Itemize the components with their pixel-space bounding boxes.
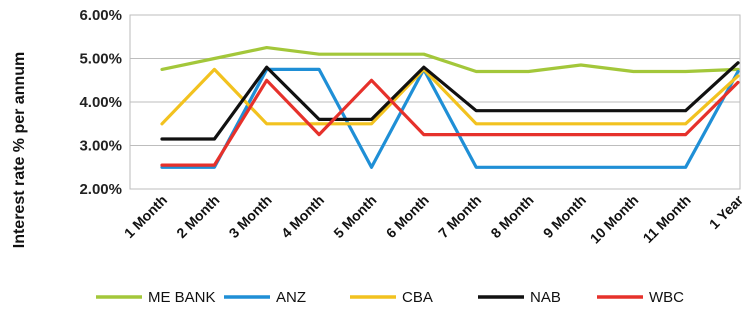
- legend-label: CBA: [402, 289, 433, 306]
- series-line-nab: [160, 61, 740, 141]
- series-line-me-bank: [160, 45, 740, 74]
- legend-label: NAB: [530, 289, 561, 306]
- x-tick-label: 11 Month: [640, 192, 694, 246]
- y-tick-label: 6.00%: [79, 7, 122, 24]
- x-tick-label: 2 Month: [173, 192, 222, 241]
- gridlines: [130, 14, 740, 190]
- legend-label: WBC: [649, 289, 684, 306]
- legend-label: ME BANK: [148, 289, 216, 306]
- x-tick-label: 7 Month: [435, 192, 484, 241]
- legend-label: ANZ: [276, 289, 306, 306]
- series-line-anz: [160, 67, 740, 169]
- series-lines: [160, 45, 740, 169]
- series-line-wbc: [160, 78, 740, 167]
- x-tick-label: 4 Month: [278, 192, 327, 241]
- y-tick-label: 3.00%: [79, 138, 122, 155]
- y-axis-ticks: 2.00% 3.00% 4.00% 5.00% 6.00%: [79, 7, 122, 198]
- y-axis-label: Interest rate % per annum: [11, 52, 28, 249]
- legend: ME BANK ANZ CBA NAB WBC: [96, 289, 684, 306]
- x-tick-label: 1 Year: [706, 191, 744, 232]
- x-tick-label: 10 Month: [587, 192, 642, 247]
- x-tick-label: 5 Month: [330, 192, 379, 241]
- x-tick-label: 9 Month: [540, 192, 589, 241]
- y-tick-label: 2.00%: [79, 181, 122, 198]
- x-tick-label: 1 Month: [121, 192, 170, 241]
- x-tick-label: 6 Month: [383, 192, 432, 241]
- x-tick-label: 8 Month: [487, 192, 536, 241]
- x-axis-ticks: 1 Month 2 Month 3 Month 4 Month 5 Month 6 Mon…: [121, 191, 744, 246]
- y-tick-label: 4.00%: [79, 94, 122, 111]
- series-line-cba: [160, 67, 740, 126]
- y-tick-label: 5.00%: [79, 51, 122, 68]
- x-tick-label: 3 Month: [226, 192, 275, 241]
